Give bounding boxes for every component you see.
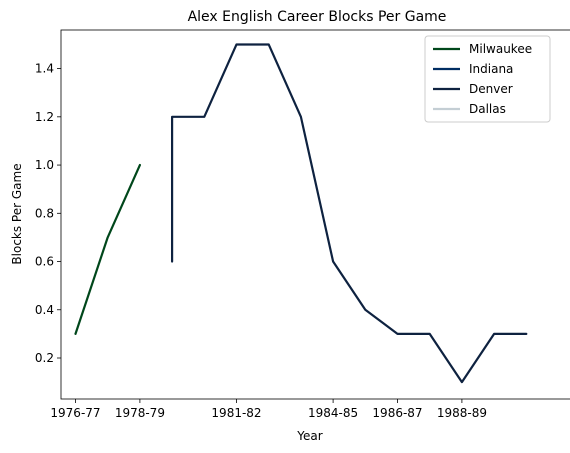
plot-frame bbox=[60, 29, 570, 400]
y-axis: 0.2 0.4 0.6 0.8 1.0 1.2 1.4 bbox=[35, 62, 61, 365]
y-tick-label: 1.0 bbox=[35, 158, 54, 172]
y-tick-label: 1.2 bbox=[35, 110, 54, 124]
x-tick-label: 1986-87 bbox=[372, 406, 422, 420]
y-tick-label: 0.4 bbox=[35, 303, 54, 317]
x-axis: 1976-77 1978-79 1981-82 1984-85 1986-87 1988-… bbox=[50, 399, 487, 420]
legend-label-denver: Denver bbox=[469, 82, 513, 96]
series-layer bbox=[74, 43, 528, 384]
series-line-denver bbox=[170, 43, 528, 384]
x-tick-label: 1988-89 bbox=[437, 406, 487, 420]
x-tick-label: 1976-77 bbox=[50, 406, 100, 420]
y-tick-label: 0.2 bbox=[35, 351, 54, 365]
x-tick-label: 1978-79 bbox=[115, 406, 165, 420]
x-tick-label: 1981-82 bbox=[211, 406, 261, 420]
series-line-milwaukee bbox=[74, 163, 141, 335]
legend-label-milwaukee: Milwaukee bbox=[469, 42, 532, 56]
x-axis-title: Year bbox=[296, 429, 322, 443]
y-tick-label: 0.6 bbox=[35, 255, 54, 269]
x-tick-label: 1984-85 bbox=[308, 406, 358, 420]
legend-label-dallas: Dallas bbox=[469, 102, 506, 116]
y-tick-label: 0.8 bbox=[35, 206, 54, 220]
y-tick-label: 1.4 bbox=[35, 62, 54, 76]
chart-title: Alex English Career Blocks Per Game bbox=[188, 9, 447, 25]
y-axis-title: Blocks Per Game bbox=[10, 163, 24, 264]
legend: Milwaukee Indiana Denver Dallas bbox=[424, 35, 551, 123]
legend-label-indiana: Indiana bbox=[469, 62, 513, 76]
legend-box bbox=[424, 35, 551, 123]
